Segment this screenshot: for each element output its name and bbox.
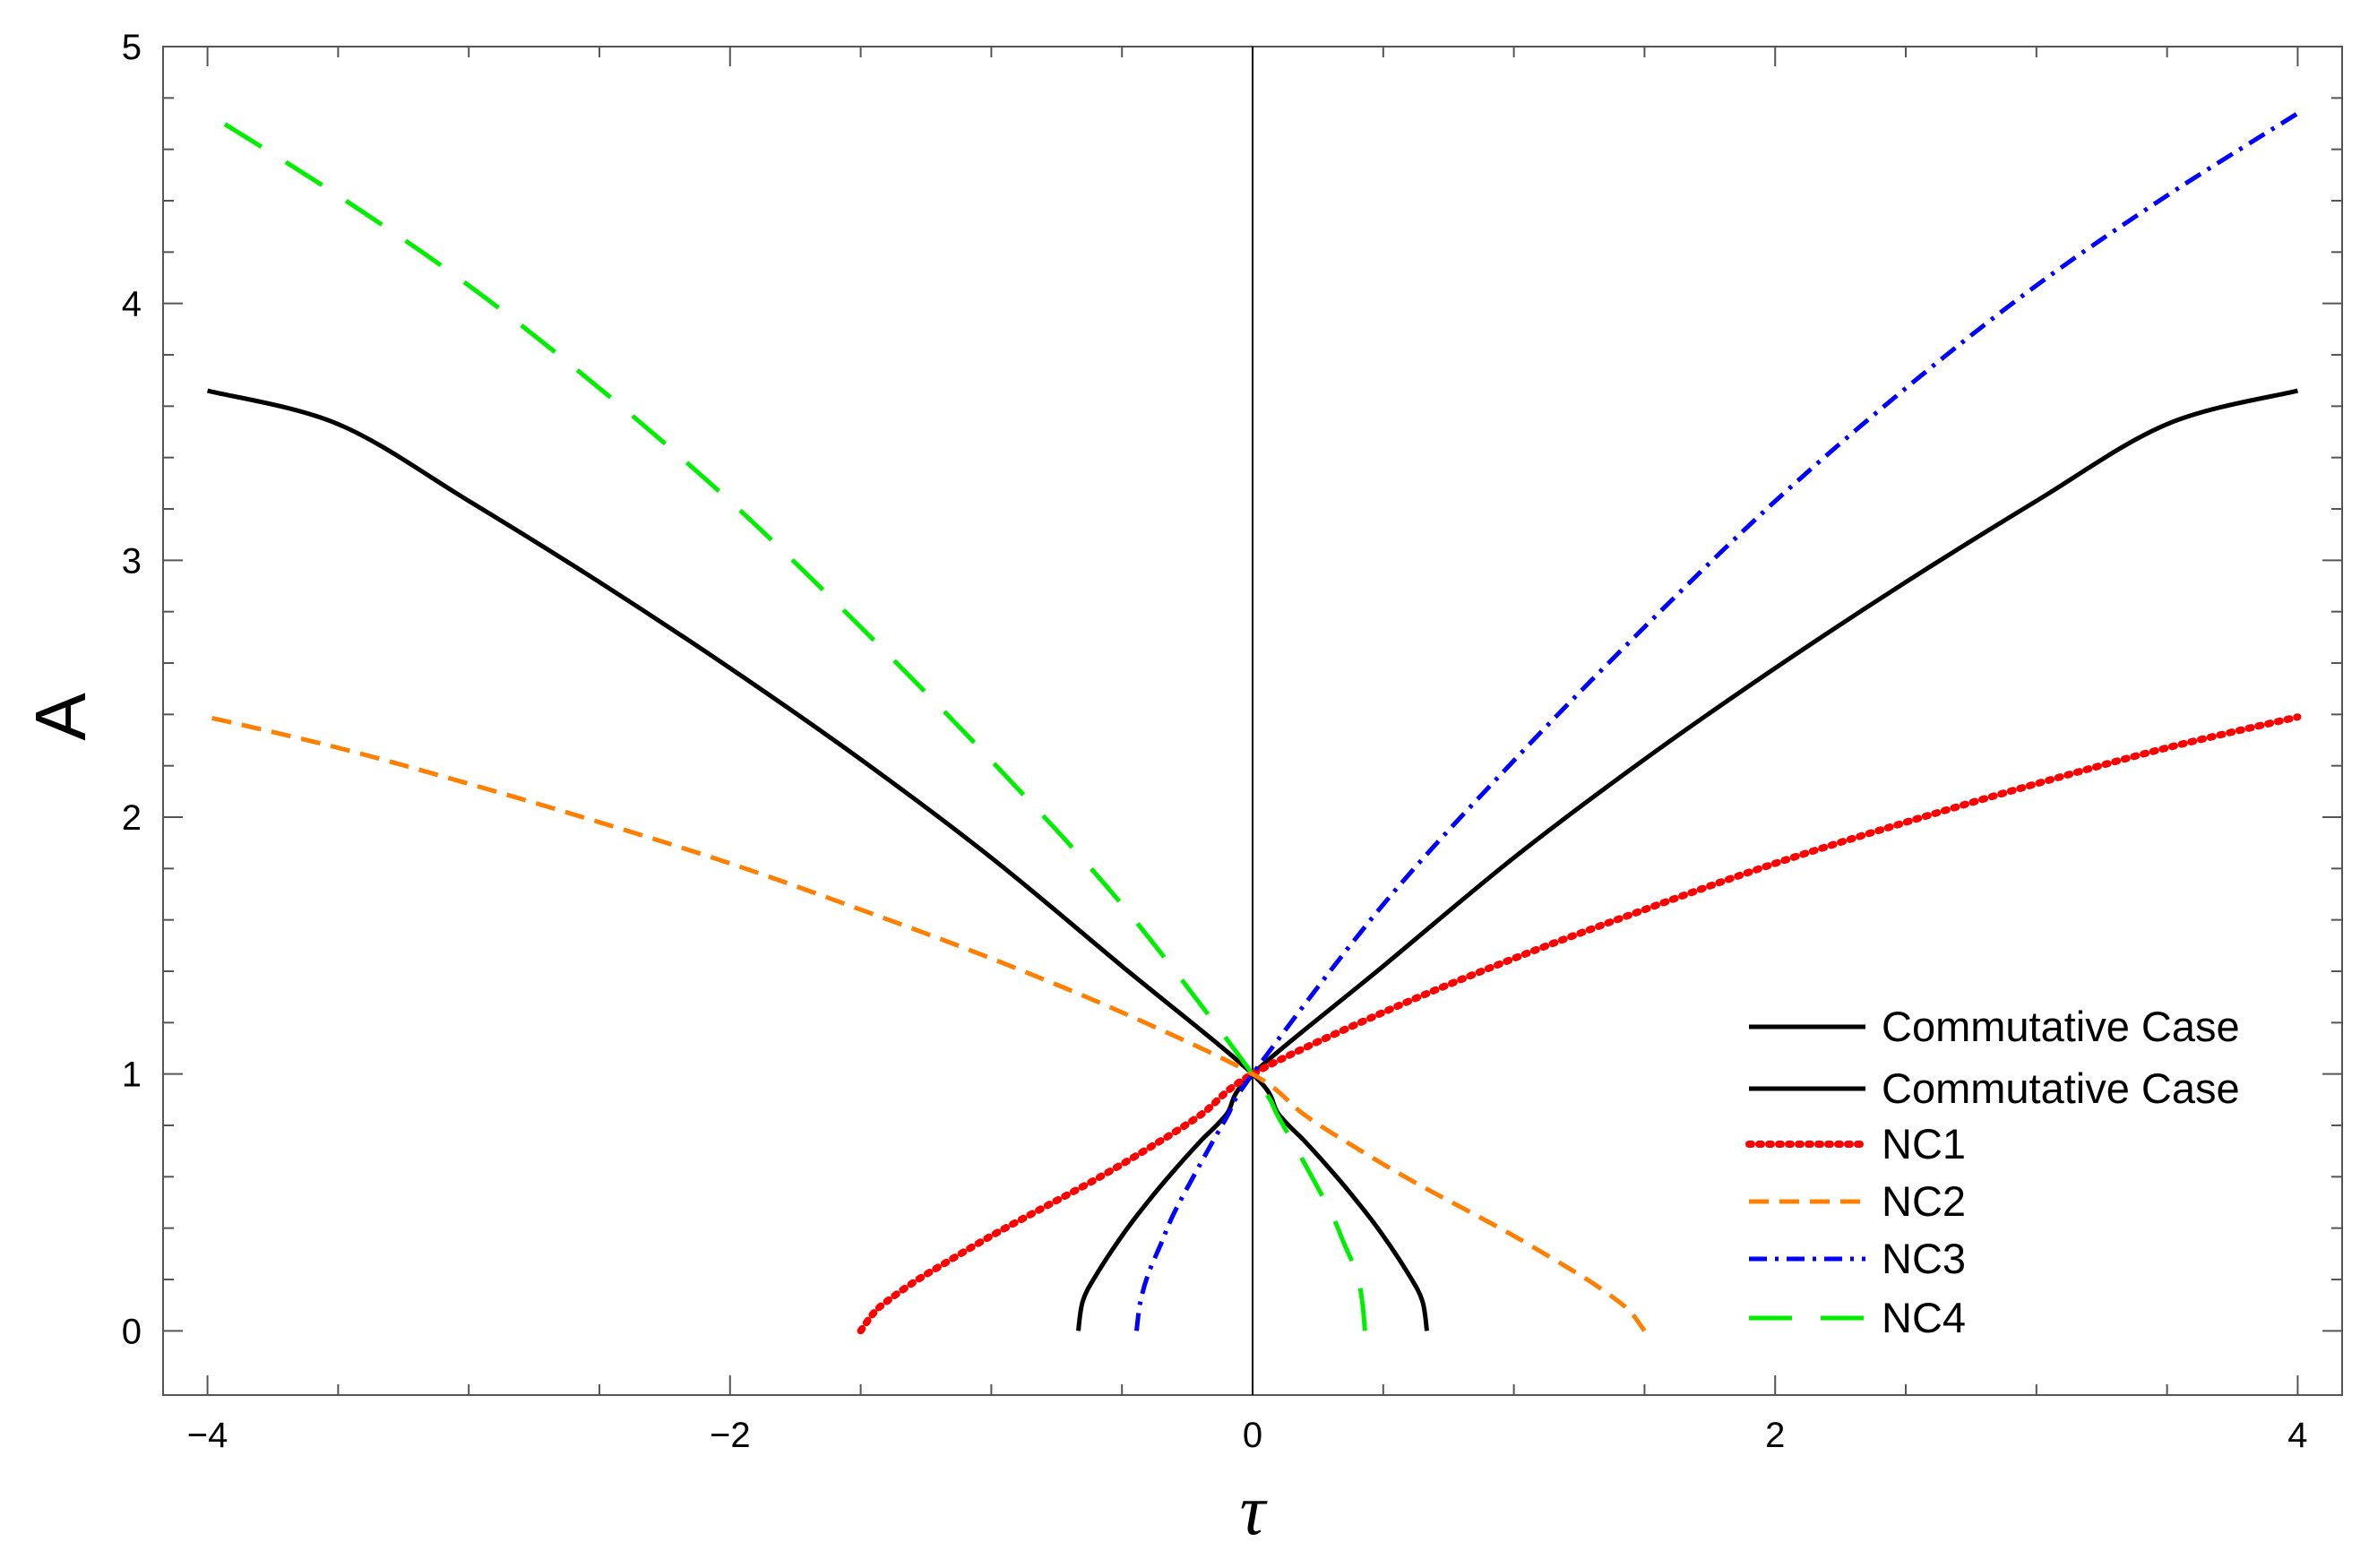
y-tick-label: 5 — [122, 28, 142, 67]
y-tick-label: 2 — [122, 798, 142, 838]
tick-labels: −4 −2 0 2 4 0 1 2 3 4 5 — [122, 28, 2308, 1455]
x-axis-label: τ — [1240, 1471, 1269, 1550]
legend: Commutative Case Commutative Case NC1 NC2 NC… — [1745, 1003, 2240, 1341]
series-line-1 — [1076, 388, 2299, 1331]
y-tick-label: 4 — [122, 285, 142, 324]
legend-label: NC4 — [1882, 1294, 1966, 1341]
x-tick-label: −2 — [710, 1416, 751, 1455]
legend-label: Commutative Case — [1882, 1003, 2240, 1050]
series-layer — [206, 111, 2302, 1335]
legend-label: NC1 — [1882, 1120, 1966, 1167]
series-line-2 — [206, 388, 1429, 1331]
y-axis-label: A — [21, 693, 100, 741]
y-tick-label: 3 — [122, 541, 142, 581]
axis-ticks — [163, 46, 2342, 1395]
series-line-5 — [1134, 111, 2299, 1331]
legend-label: NC2 — [1882, 1177, 1966, 1225]
x-tick-label: 2 — [1765, 1416, 1785, 1455]
y-tick-label: 0 — [122, 1312, 142, 1351]
series-line-3 — [857, 713, 2302, 1335]
series-line-6 — [206, 111, 1367, 1331]
x-tick-label: 0 — [1243, 1416, 1262, 1455]
x-tick-label: −4 — [187, 1416, 228, 1455]
legend-label: Commutative Case — [1882, 1064, 2240, 1112]
y-tick-label: 1 — [122, 1055, 142, 1095]
series-line-4 — [207, 714, 1647, 1332]
x-tick-label: 4 — [2287, 1416, 2307, 1455]
legend-label: NC3 — [1882, 1235, 1966, 1282]
